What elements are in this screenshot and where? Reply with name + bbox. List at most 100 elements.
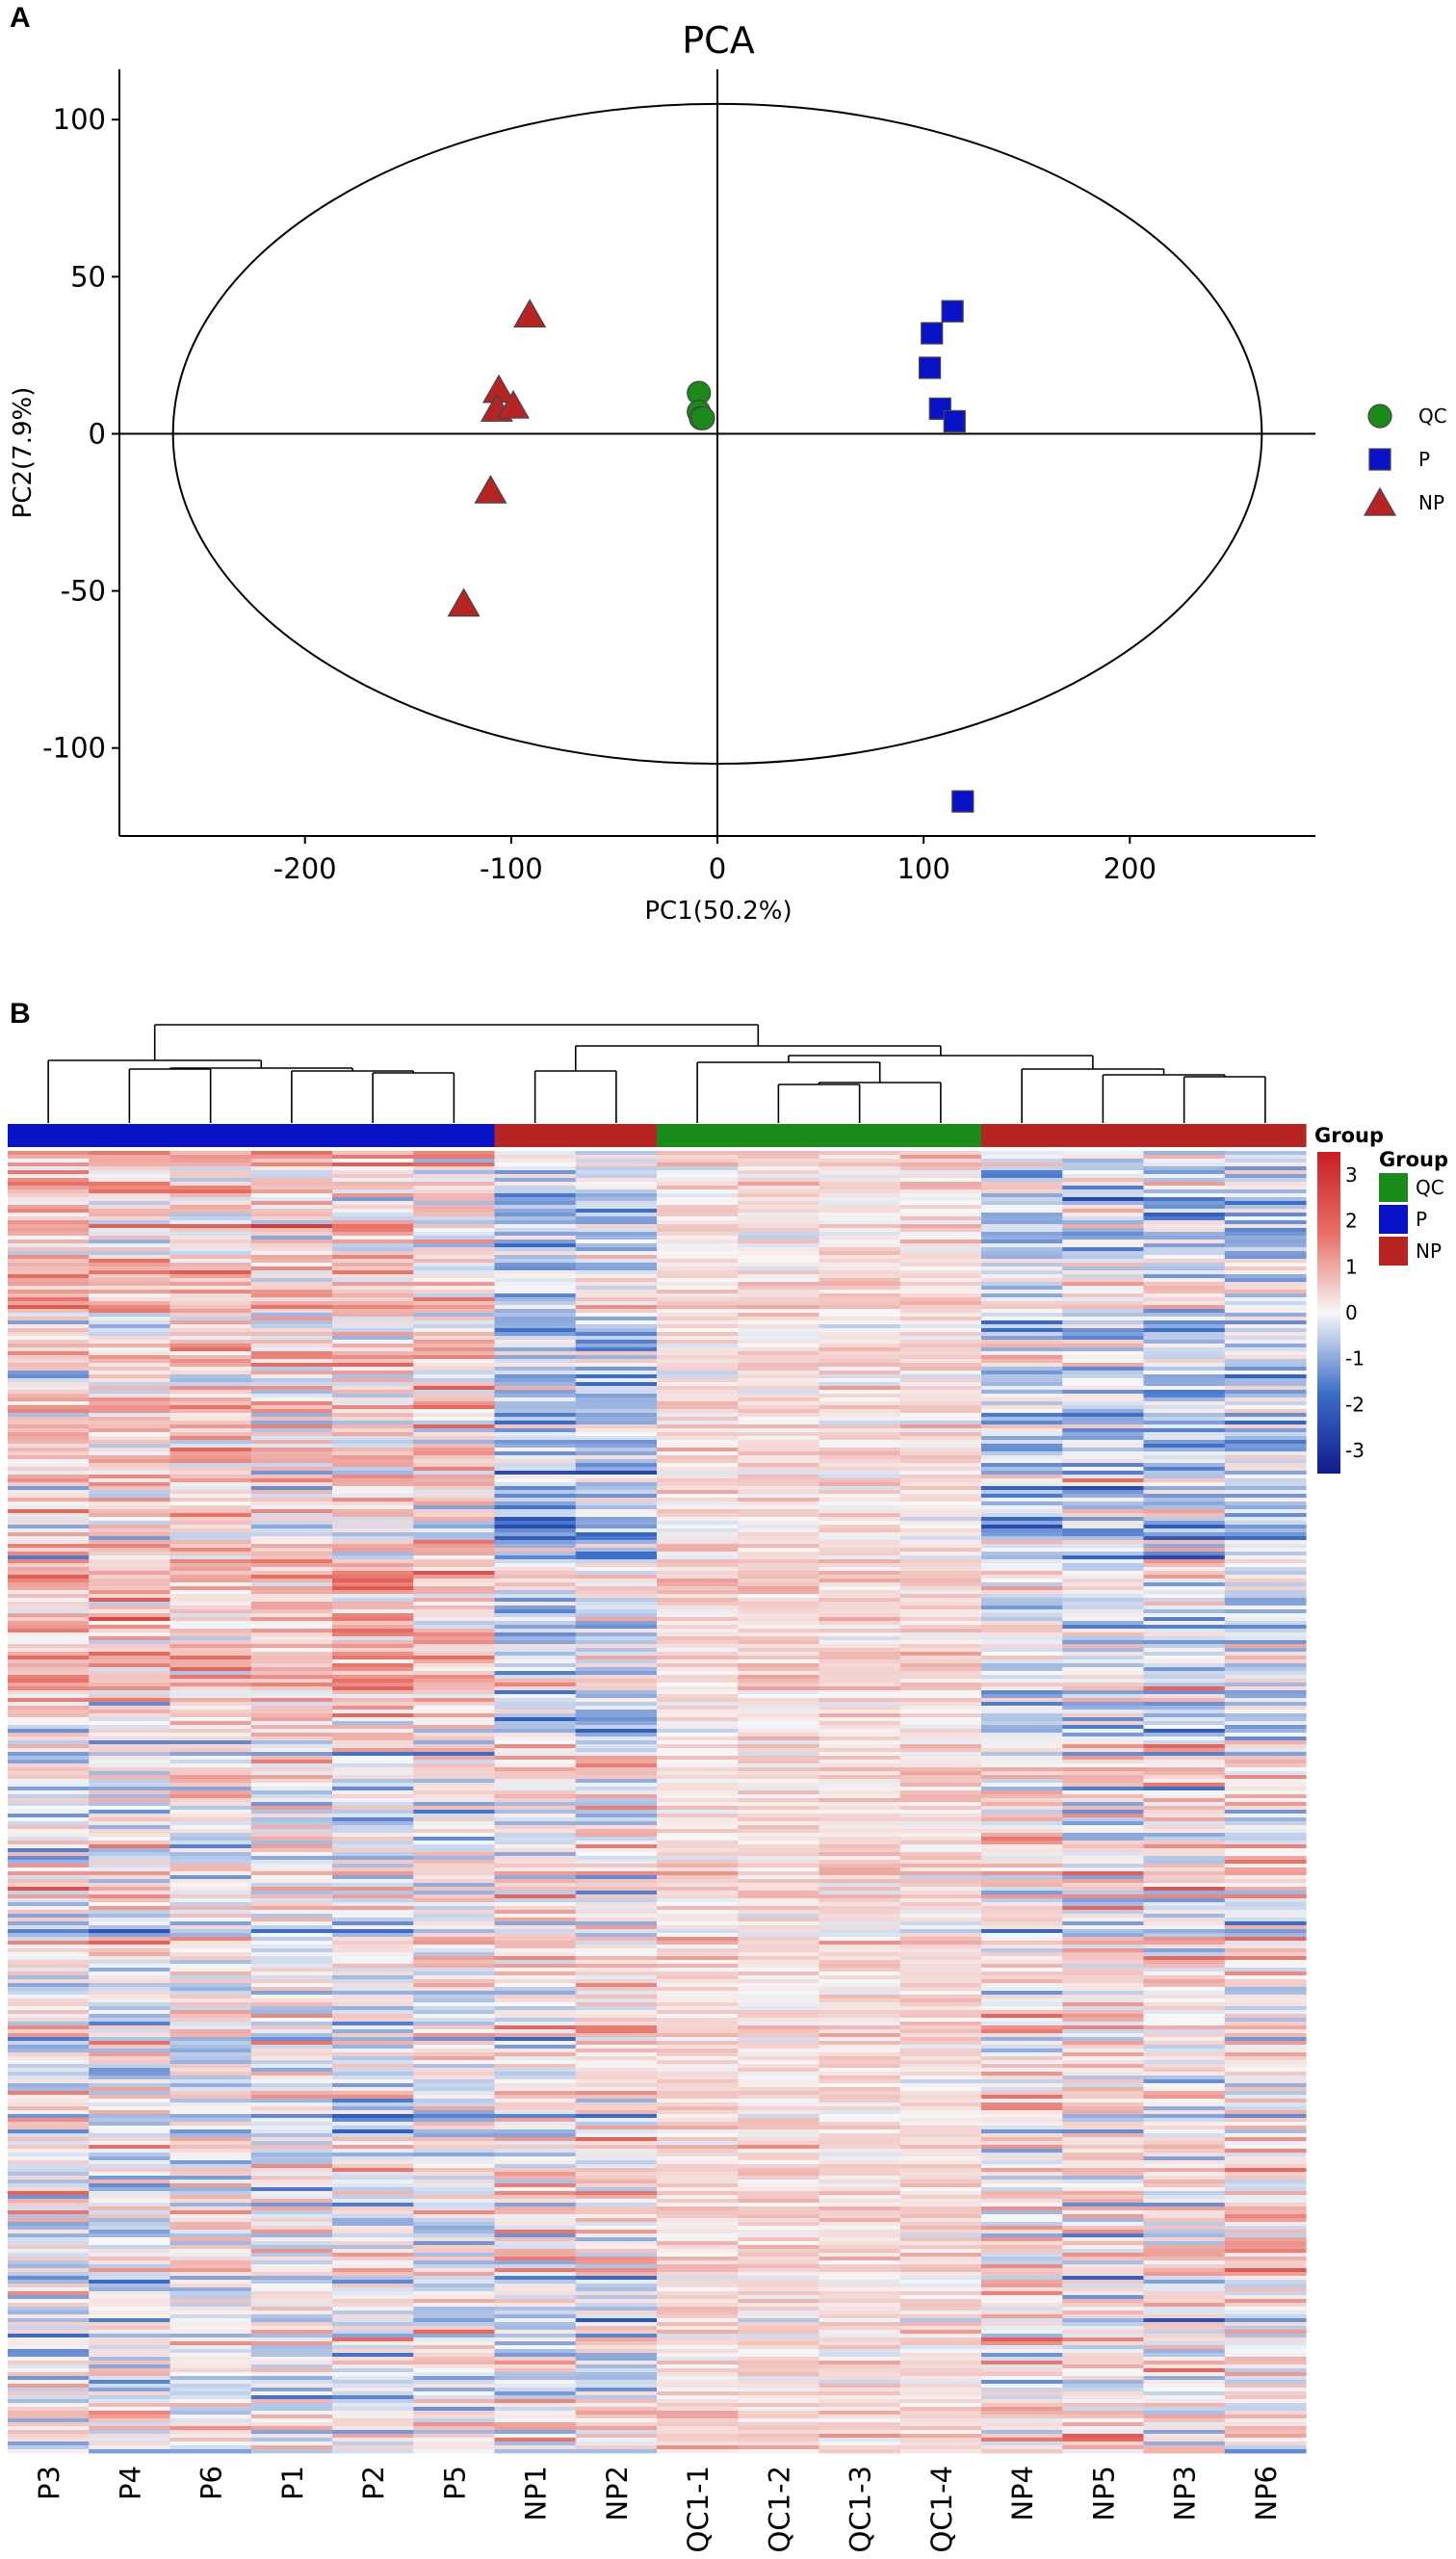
heatmap-cell — [1224, 2318, 1307, 2323]
heatmap-cell — [1062, 1548, 1145, 1553]
heatmap-cell — [8, 1216, 90, 1221]
heatmap-cell — [899, 1320, 982, 1325]
heatmap-cell — [981, 1525, 1063, 1529]
heatmap-cell — [8, 1702, 90, 1707]
heatmap-cell — [1143, 1683, 1226, 1687]
heatmap-cell — [1143, 2076, 1226, 2080]
heatmap-cell — [8, 1964, 90, 1969]
heatmap-cell — [332, 1467, 414, 1472]
heatmap-cell — [89, 2083, 171, 2088]
heatmap-cell — [169, 2126, 252, 2130]
heatmap-cell — [899, 1844, 982, 1849]
heatmap-cell — [1224, 1282, 1307, 1287]
heatmap-cell — [89, 1371, 171, 1375]
heatmap-cell — [575, 1629, 658, 1633]
heatmap-cell — [494, 2222, 577, 2227]
heatmap-cell — [89, 1324, 171, 1329]
heatmap-cell — [8, 1363, 90, 1368]
heatmap-cell — [332, 2110, 414, 2115]
heatmap-cell — [413, 1659, 496, 1664]
heatmap-cell — [575, 1259, 658, 1264]
pca-point-np — [513, 299, 547, 328]
heatmap-cell — [738, 1501, 820, 1506]
heatmap-cell — [8, 2060, 90, 2065]
heatmap-cell — [738, 2314, 820, 2319]
heatmap-cell — [981, 1952, 1063, 1957]
heatmap-cell — [575, 1417, 658, 1422]
heatmap-cell — [819, 1702, 901, 1707]
heatmap-cell — [89, 1162, 171, 1167]
heatmap-cell — [413, 1555, 496, 1560]
heatmap-cell — [981, 1297, 1063, 1302]
heatmap-cell — [89, 2299, 171, 2304]
heatmap-cell — [494, 1794, 577, 1799]
heatmap-cell — [657, 1713, 739, 1718]
heatmap-cell — [738, 1382, 820, 1387]
heatmap-cell — [1143, 2191, 1226, 2196]
heatmap-cell — [250, 1559, 333, 1564]
heatmap-cell — [494, 1910, 577, 1915]
heatmap-cell — [413, 1686, 496, 1691]
heatmap-cell — [899, 1586, 982, 1591]
heatmap-cell — [819, 1964, 901, 1969]
heatmap-cell — [981, 2183, 1063, 2188]
heatmap-cell — [819, 1259, 901, 1264]
heatmap-cell — [981, 1301, 1063, 1306]
heatmap-cell — [819, 1883, 901, 1888]
heatmap-cell — [738, 1945, 820, 1949]
heatmap-cell — [1224, 1501, 1307, 1506]
heatmap-cell — [332, 2276, 414, 2281]
heatmap-cell — [169, 2222, 252, 2227]
heatmap-cell — [413, 2022, 496, 2026]
heatmap-cell — [1224, 2106, 1307, 2111]
heatmap-cell — [413, 1355, 496, 1360]
heatmap-cell — [169, 1814, 252, 1818]
heatmap-cell — [89, 1763, 171, 1768]
heatmap-cell — [575, 2303, 658, 2308]
heatmap-cell — [89, 1606, 171, 1610]
heatmap-cell — [575, 2049, 658, 2053]
heatmap-cell — [819, 1455, 901, 1460]
heatmap-cell — [1062, 2314, 1145, 2319]
heatmap-cell — [1143, 1606, 1226, 1610]
heatmap-cell — [657, 1344, 739, 1348]
heatmap-cell — [89, 2114, 171, 2119]
heatmap-cell — [413, 2118, 496, 2123]
heatmap-cell — [413, 2307, 496, 2311]
heatmap-cell — [981, 1975, 1063, 1980]
heatmap-cell — [981, 2129, 1063, 2134]
heatmap-cell — [899, 1875, 982, 1880]
heatmap-cell — [494, 1767, 577, 1772]
heatmap-cell — [981, 1189, 1063, 1194]
heatmap-cell — [899, 1501, 982, 1506]
heatmap-cell — [657, 2145, 739, 2150]
heatmap-cell — [250, 1255, 333, 1260]
heatmap-cell — [575, 1567, 658, 1572]
heatmap-cell — [738, 1898, 820, 1903]
heatmap-cell — [1143, 1243, 1226, 1248]
heatmap-cell — [332, 1609, 414, 1614]
heatmap-cell — [819, 1621, 901, 1626]
heatmap-cell — [494, 2199, 577, 2204]
heatmap-cell — [8, 2183, 90, 2188]
heatmap-cell — [575, 1683, 658, 1687]
heatmap-cell — [1143, 1263, 1226, 1267]
heatmap-cell — [332, 2307, 414, 2311]
heatmap-cell — [332, 1929, 414, 1934]
heatmap-cell — [899, 1964, 982, 1969]
heatmap-cell — [1224, 1841, 1307, 1845]
heatmap-cell — [981, 2172, 1063, 2177]
heatmap-cell — [738, 1151, 820, 1156]
heatmap-cell — [332, 1979, 414, 1984]
heatmap-cell — [819, 1817, 901, 1822]
heatmap-cell — [657, 1378, 739, 1383]
heatmap-cell — [494, 1979, 577, 1984]
heatmap-cell — [169, 1463, 252, 1468]
heatmap-cell — [575, 1729, 658, 1734]
heatmap-cell — [899, 2083, 982, 2088]
heatmap-cell — [494, 2276, 577, 2281]
heatmap-cell — [738, 1363, 820, 1368]
heatmap-cell — [89, 1475, 171, 1479]
heatmap-cell — [1143, 1374, 1226, 1379]
heatmap-cell — [89, 1875, 171, 1880]
